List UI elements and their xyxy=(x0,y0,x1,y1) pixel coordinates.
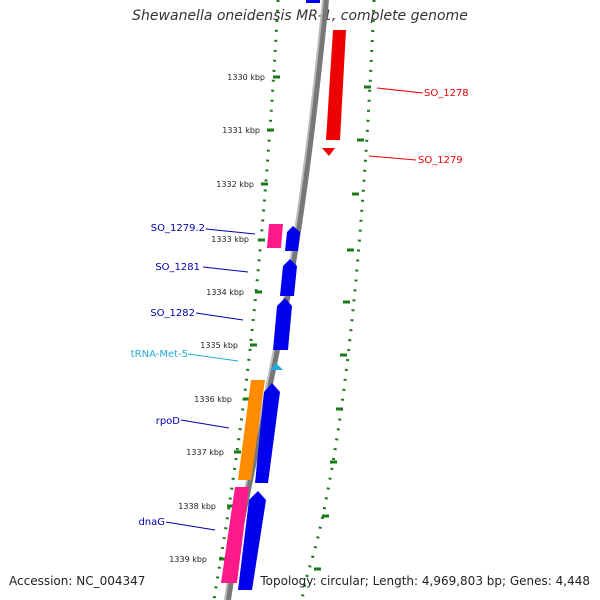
gene-so-1281[interactable] xyxy=(280,259,297,296)
ruler-label: 1335 kbp xyxy=(200,341,238,350)
gene-so-1279[interactable] xyxy=(322,148,335,156)
gene-label[interactable]: SO_1279 xyxy=(418,155,463,166)
gene-rpod[interactable] xyxy=(255,383,280,483)
gene-top-forward[interactable] xyxy=(306,0,320,3)
accession-text: Accession: NC_004347 xyxy=(9,574,146,588)
ruler-labels: 1330 kbp 1331 kbp 1332 kbp 1333 kbp 1334 kbp… xyxy=(169,73,265,564)
ruler-label: 1333 kbp xyxy=(211,235,249,244)
ruler-label: 1331 kbp xyxy=(222,126,260,135)
ruler-label: 1337 kbp xyxy=(186,448,224,457)
gene-dnag[interactable] xyxy=(238,491,266,590)
ruler-label: 1339 kbp xyxy=(169,555,207,564)
gene-so-1279.2-pink[interactable] xyxy=(267,224,283,248)
gene-label[interactable]: SO_1279.2 xyxy=(151,223,205,234)
ruler-label: 1334 kbp xyxy=(206,288,244,297)
gene-label[interactable]: SO_1282 xyxy=(150,308,195,319)
ruler-label: 1330 kbp xyxy=(227,73,265,82)
gene-labels: SO_1278 SO_1279 SO_1279.2 SO_1281 SO_1282 tRN… xyxy=(131,88,469,528)
gene-label[interactable]: rpoD xyxy=(156,416,181,427)
ruler-label: 1338 kbp xyxy=(178,502,216,511)
gene-so-1279.2[interactable] xyxy=(285,226,300,251)
label-connectors xyxy=(165,87,424,531)
gene-label[interactable]: tRNA-Met-5 xyxy=(131,349,188,360)
gene-trna-met-5[interactable] xyxy=(270,363,283,370)
ruler-label: 1332 kbp xyxy=(216,180,254,189)
map-title: Shewanella oneidensis MR-1, complete gen… xyxy=(132,8,468,24)
gene-label[interactable]: SO_1278 xyxy=(424,88,469,99)
gene-so-1282[interactable] xyxy=(273,298,292,350)
gene-label[interactable]: dnaG xyxy=(138,517,165,528)
ruler-minor-ticks-right xyxy=(300,0,376,600)
gene-so-1278[interactable] xyxy=(326,30,346,140)
ruler-label: 1336 kbp xyxy=(194,395,232,404)
genome-summary-text: Topology: circular; Length: 4,969,803 bp… xyxy=(260,574,590,588)
gene-pink[interactable] xyxy=(221,487,249,583)
gene-label[interactable]: SO_1281 xyxy=(155,262,200,273)
gene-orange[interactable] xyxy=(238,380,265,480)
